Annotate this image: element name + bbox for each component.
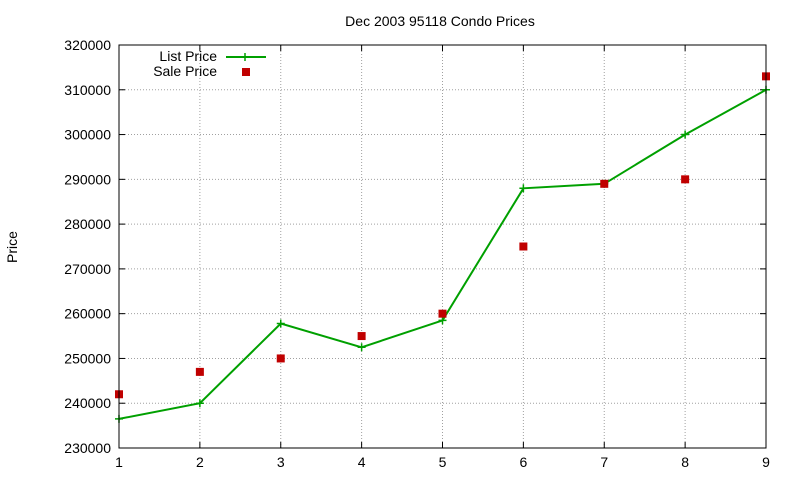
data-point-sale-price <box>357 332 366 341</box>
data-point-list-price <box>195 399 204 408</box>
y-tick-label: 310000 <box>64 82 111 98</box>
y-tick-label: 260000 <box>64 306 111 322</box>
x-tick-label: 1 <box>115 454 123 470</box>
data-point-list-price <box>276 319 285 328</box>
data-point-sale-price <box>195 367 204 376</box>
legend-label-list-price: List Price <box>159 48 217 64</box>
y-tick-label: 250000 <box>64 350 111 366</box>
data-point-sale-price <box>276 354 285 363</box>
x-tick-label: 9 <box>762 454 770 470</box>
x-tick-label: 7 <box>600 454 608 470</box>
axis-ticks: 230000 240000 250000 260000 270000 280000 2900… <box>64 37 770 470</box>
series-layer <box>115 72 770 423</box>
y-tick-label: 270000 <box>64 261 111 277</box>
y-tick-label: 320000 <box>64 37 111 53</box>
data-point-sale-price <box>600 179 609 188</box>
data-point-list-price <box>438 316 447 325</box>
x-tick-label: 8 <box>681 454 689 470</box>
data-point-sale-price <box>438 309 447 318</box>
data-point-sale-price <box>519 242 528 251</box>
y-tick-label: 280000 <box>64 216 111 232</box>
x-tick-label: 6 <box>519 454 527 470</box>
data-point-list-price <box>357 343 366 352</box>
x-tick-label: 3 <box>277 454 285 470</box>
data-point-list-price <box>681 130 690 139</box>
plot-frame <box>118 44 767 449</box>
y-tick-label: 300000 <box>64 127 111 143</box>
legend: List Price Sale Price <box>153 48 266 79</box>
y-axis-label: Price <box>4 231 20 263</box>
y-tick-label: 290000 <box>64 171 111 187</box>
legend-marker-list-price <box>241 53 249 61</box>
chart-title: Dec 2003 95118 Condo Prices <box>345 13 535 29</box>
legend-marker-sale-price <box>242 68 250 76</box>
data-point-list-price <box>519 184 528 193</box>
x-tick-label: 2 <box>196 454 204 470</box>
data-point-sale-price <box>681 175 690 184</box>
y-tick-label: 240000 <box>64 395 111 411</box>
legend-label-sale-price: Sale Price <box>153 63 217 79</box>
y-tick-label: 230000 <box>64 440 111 456</box>
x-tick-label: 5 <box>439 454 447 470</box>
x-tick-label: 4 <box>358 454 366 470</box>
